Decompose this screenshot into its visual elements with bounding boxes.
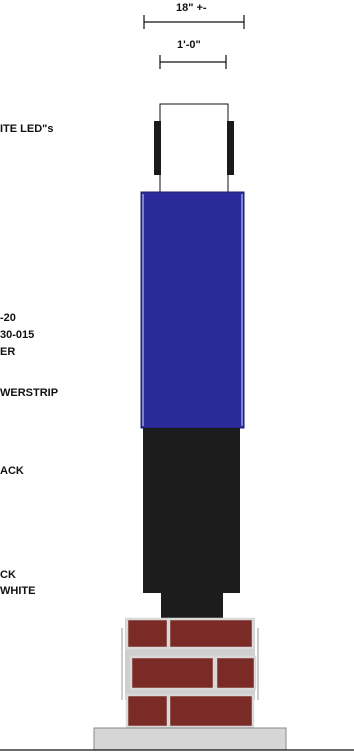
callout-spec-2: 30-015 bbox=[0, 329, 35, 341]
black-column-neck bbox=[161, 593, 223, 618]
callout-spec-3: ER bbox=[0, 346, 16, 358]
callout-spec-1: -20 bbox=[0, 312, 16, 324]
led-fin-right bbox=[227, 121, 234, 175]
callout-led: ITE LED"s bbox=[0, 123, 54, 135]
brick-base bbox=[125, 617, 257, 729]
overall-width-dimension-line bbox=[143, 15, 245, 29]
overall-width-dimension: 18" +- bbox=[176, 2, 207, 14]
blue-sign-panel bbox=[140, 191, 245, 429]
callout-white: WHITE bbox=[0, 585, 36, 597]
post-width-dimension: 1'-0" bbox=[177, 39, 201, 51]
post-width-dimension-line bbox=[159, 55, 227, 69]
concrete-footing bbox=[93, 727, 287, 751]
black-column bbox=[143, 428, 240, 593]
callout-black-lower: CK bbox=[0, 569, 16, 581]
brick-side-brackets bbox=[121, 628, 259, 700]
led-housing bbox=[159, 103, 229, 193]
callout-black-upper: ACK bbox=[0, 465, 24, 477]
callout-powerstrip: WERSTRIP bbox=[0, 387, 59, 399]
led-fin-left bbox=[154, 121, 161, 175]
